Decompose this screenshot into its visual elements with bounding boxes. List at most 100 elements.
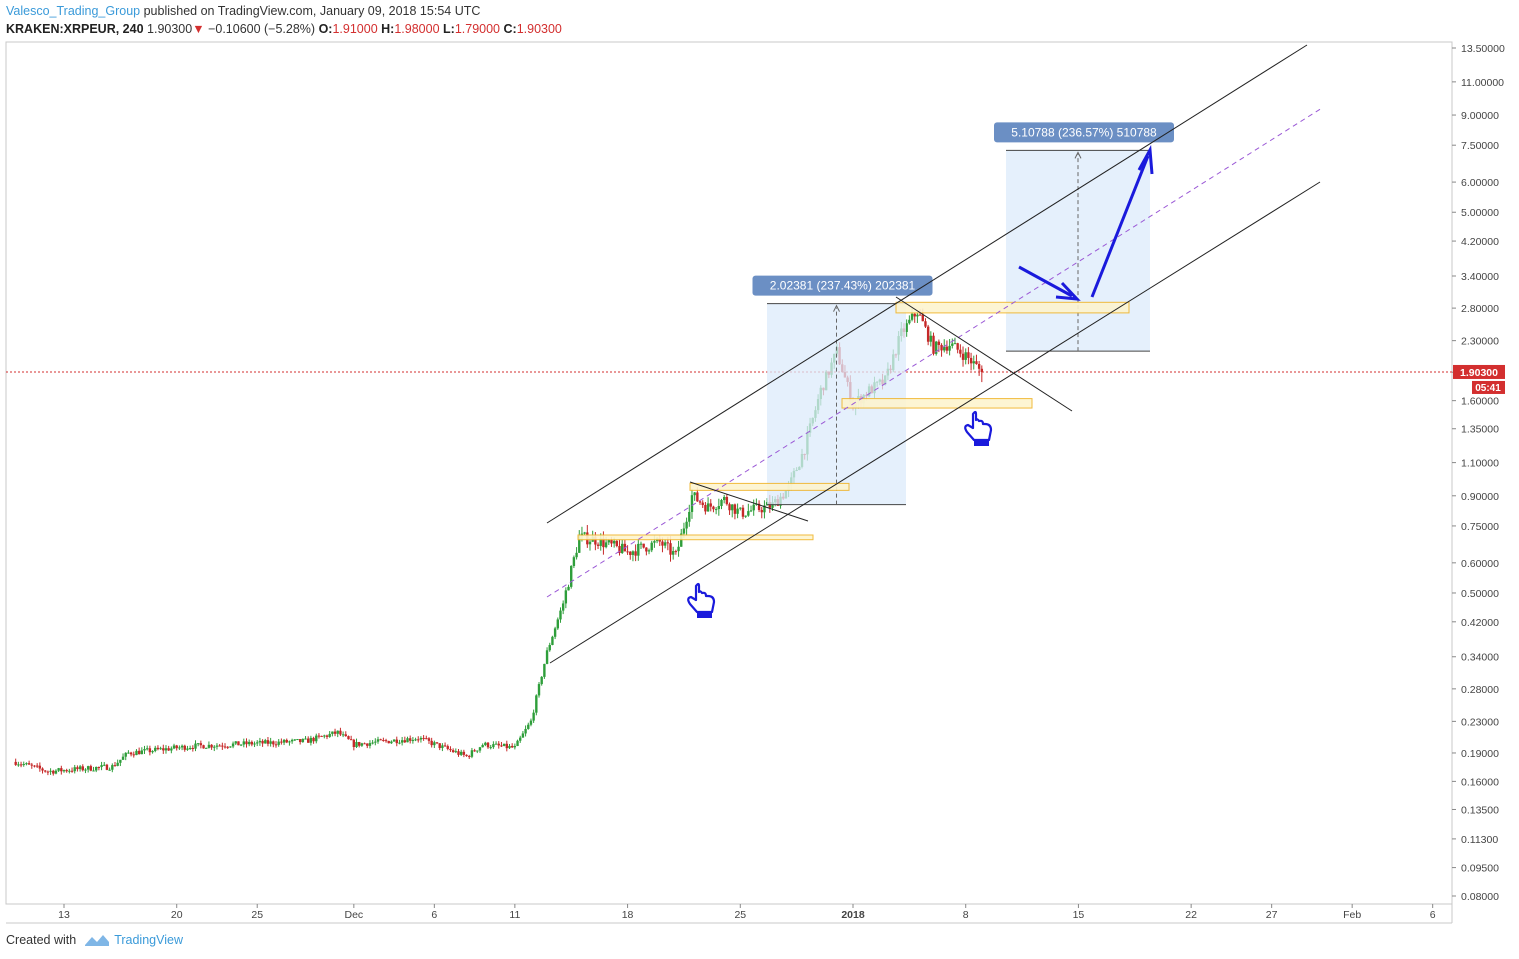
candle-body	[572, 557, 576, 566]
candle-body	[172, 745, 176, 749]
candle-body	[199, 743, 203, 746]
candle-body	[527, 724, 530, 729]
candle-body	[277, 741, 280, 745]
forecast-arrow-1	[1018, 265, 1073, 298]
candle-body	[508, 745, 511, 749]
candle-body	[427, 738, 431, 741]
channel-lower-line	[549, 181, 1321, 664]
candle-body	[127, 752, 130, 754]
candle-body	[567, 586, 570, 591]
candle-body	[435, 742, 439, 744]
candle-body	[247, 741, 251, 745]
tradingview-brand[interactable]: TradingView	[114, 933, 183, 947]
symbol-name[interactable]: KRAKEN:XRPEUR, 240	[6, 22, 144, 36]
measure-1-arrowhead	[833, 304, 840, 312]
candle-body	[223, 746, 227, 748]
y-tick-label: 0.42000	[1461, 617, 1499, 629]
candle-body	[290, 739, 294, 742]
x-tick-label: Feb	[1343, 909, 1361, 921]
candle-body	[690, 495, 694, 512]
measure-1-label-bg	[752, 275, 933, 296]
candle-body	[218, 745, 221, 747]
candle-body	[298, 739, 302, 743]
candle-body	[164, 748, 168, 751]
candle-body	[167, 748, 170, 751]
candle-body	[282, 739, 286, 743]
candle-body	[543, 663, 546, 677]
x-tick-label: 2018	[841, 909, 865, 921]
y-tick-label: 11.00000	[1461, 77, 1504, 89]
candle-body	[129, 752, 133, 755]
candle-body	[250, 741, 254, 745]
candle-body	[470, 750, 474, 757]
candle-body	[86, 766, 90, 770]
wedge-2-line	[895, 296, 1073, 412]
candle-body	[564, 590, 568, 604]
candle-body	[414, 739, 417, 741]
candle-body	[312, 737, 315, 742]
candle-body	[54, 770, 58, 774]
candle-body	[333, 731, 337, 734]
hand-outline	[687, 582, 716, 614]
candle-body	[202, 745, 205, 749]
candle-body	[570, 565, 573, 587]
candle-body	[645, 547, 648, 552]
x-tick-label: 18	[622, 909, 634, 921]
price-change: −0.10600 (−5.28%)	[208, 22, 316, 36]
x-tick-label: 8	[963, 909, 969, 921]
x-tick-label: 11	[509, 909, 520, 921]
candle-body	[578, 535, 581, 553]
candle-body	[178, 747, 181, 749]
candle-body	[688, 511, 691, 522]
created-with-text: Created with	[6, 933, 77, 947]
candle-body	[205, 747, 208, 749]
candle-body	[49, 770, 52, 772]
candle-body	[349, 739, 353, 741]
candle-body	[269, 741, 272, 744]
forecast-arrows	[1018, 144, 1154, 301]
candle-body	[395, 739, 398, 744]
candle-body	[180, 745, 184, 748]
candle-body	[959, 349, 962, 354]
candle-body	[481, 745, 484, 748]
candle-body	[497, 743, 500, 746]
candle-body	[663, 542, 667, 546]
candle-body	[693, 492, 696, 496]
candle-body	[111, 765, 114, 770]
candle-body	[604, 542, 608, 548]
candle-body	[932, 335, 935, 354]
candle-body	[411, 740, 415, 742]
candle-body	[948, 345, 951, 351]
candle-body	[336, 730, 339, 734]
candle-body	[304, 738, 307, 740]
author-link[interactable]: Valesco_Trading_Group	[6, 4, 141, 18]
countdown-tag	[1472, 380, 1505, 394]
candle-body	[433, 742, 436, 746]
candle-body	[537, 684, 541, 696]
forecast-arrowhead-1	[1055, 281, 1081, 301]
candle-body	[97, 766, 101, 768]
candle-body	[274, 744, 278, 746]
candle-body	[419, 737, 423, 740]
candle-body	[548, 644, 551, 651]
candle-body	[741, 507, 745, 517]
candle-body	[714, 509, 718, 511]
candle-body	[62, 770, 66, 772]
close-value: 1.90300	[516, 22, 562, 36]
y-tick-label: 1.35000	[1461, 424, 1499, 436]
candle-body	[194, 743, 197, 749]
y-tick-label: 0.19000	[1461, 748, 1499, 760]
candle-body	[76, 767, 79, 770]
candle-body	[186, 748, 189, 750]
candle-body	[113, 765, 117, 767]
candle-body	[760, 509, 763, 513]
y-tick-label: 1.60000	[1461, 396, 1499, 408]
candle-body	[505, 743, 509, 749]
candle-body	[629, 551, 632, 555]
y-tick-label: 0.08000	[1461, 891, 1499, 903]
candle-body	[84, 769, 87, 771]
high-value: 1.98000	[394, 22, 440, 36]
candle-body	[162, 748, 165, 751]
x-tick-label: 25	[734, 909, 746, 921]
